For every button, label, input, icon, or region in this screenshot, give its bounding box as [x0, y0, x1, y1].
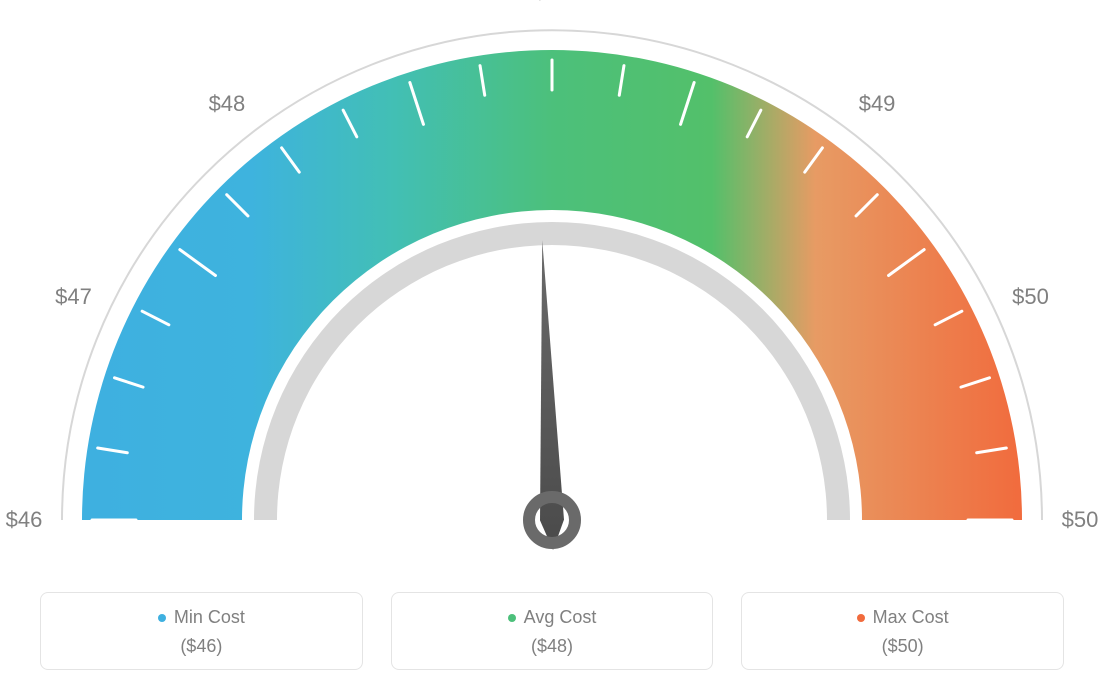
- legend-label-min: Min Cost: [174, 607, 245, 628]
- legend-dot-max: [857, 614, 865, 622]
- legend-card-max: Max Cost ($50): [741, 592, 1064, 670]
- svg-text:$49: $49: [859, 91, 896, 116]
- legend-label-max: Max Cost: [873, 607, 949, 628]
- legend-card-avg: Avg Cost ($48): [391, 592, 714, 670]
- svg-text:$50: $50: [1012, 284, 1049, 309]
- legend-dot-min: [158, 614, 166, 622]
- legend-value-min: ($46): [51, 636, 352, 657]
- svg-text:$50: $50: [1062, 507, 1099, 532]
- svg-text:$46: $46: [6, 507, 43, 532]
- legend-dot-avg: [508, 614, 516, 622]
- gauge-svg: $46 $47 $48 $48 $49 $50 $50: [0, 0, 1104, 560]
- svg-text:$48: $48: [209, 91, 246, 116]
- svg-text:$48: $48: [534, 0, 571, 4]
- legend-row: Min Cost ($46) Avg Cost ($48) Max Cost (…: [0, 592, 1104, 670]
- legend-label-avg: Avg Cost: [524, 607, 597, 628]
- legend-card-min: Min Cost ($46): [40, 592, 363, 670]
- legend-value-max: ($50): [752, 636, 1053, 657]
- legend-value-avg: ($48): [402, 636, 703, 657]
- gauge-chart: $46 $47 $48 $48 $49 $50 $50: [0, 0, 1104, 560]
- svg-text:$47: $47: [55, 284, 92, 309]
